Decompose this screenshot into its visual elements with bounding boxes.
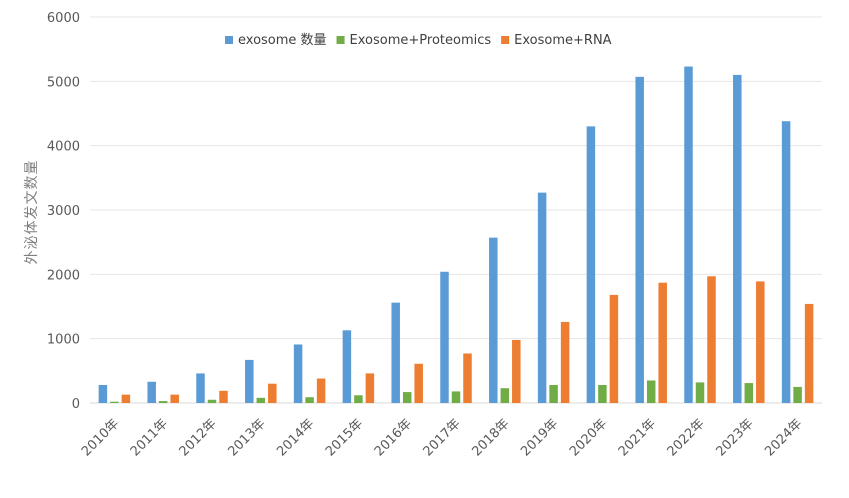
- bar-2-2023年: [744, 383, 754, 403]
- bar-1-2015年: [342, 330, 352, 403]
- bar-2-2012年: [207, 399, 217, 403]
- bar-2-2017年: [451, 391, 461, 403]
- bar-3-2022年: [707, 276, 716, 403]
- bar-2-2024年: [793, 386, 802, 403]
- x-tick-label: 2011年: [128, 416, 171, 459]
- legend-swatch: [336, 36, 345, 44]
- bar-series: [98, 66, 814, 404]
- legend-swatch: [501, 36, 510, 44]
- bar-1-2022年: [684, 66, 693, 403]
- x-tick-label: 2023年: [713, 416, 756, 459]
- bar-1-2011年: [147, 381, 156, 403]
- bar-3-2017年: [463, 353, 472, 403]
- legend-label: exosome 数量: [238, 33, 327, 48]
- y-tick-label: 3000: [47, 204, 80, 219]
- x-tick-label: 2022年: [665, 416, 708, 459]
- bar-2-2015年: [354, 395, 363, 403]
- bar-2-2020年: [598, 384, 607, 403]
- x-tick-label: 2015年: [323, 416, 366, 459]
- legend-swatch: [225, 36, 233, 44]
- y-axis-ticks: 0 1000 2000 3000 4000 5000 6000: [47, 11, 80, 412]
- bar-2-2016年: [402, 392, 412, 403]
- legend-label: Exosome+Proteomics: [350, 33, 492, 48]
- bar-1-2013年: [245, 359, 254, 403]
- bar-3-2014年: [316, 378, 326, 403]
- bar-2-2018年: [500, 388, 510, 403]
- bar-1-2018年: [489, 237, 498, 403]
- y-tick-label: 6000: [47, 11, 80, 26]
- gridlines: [90, 16, 822, 404]
- y-tick-label: 1000: [47, 333, 80, 348]
- bar-1-2020年: [586, 126, 596, 404]
- x-tick-label: 2020年: [567, 416, 610, 459]
- x-tick-label: 2021年: [616, 416, 659, 459]
- bar-1-2017年: [440, 271, 449, 403]
- bar-3-2021年: [658, 282, 667, 403]
- x-tick-label: 2024年: [762, 416, 805, 459]
- bar-1-2012年: [196, 373, 205, 403]
- x-tick-label: 2014年: [274, 416, 317, 459]
- bar-3-2019年: [560, 321, 570, 403]
- bar-1-2021年: [635, 76, 644, 403]
- x-tick-label: 2019年: [518, 416, 561, 459]
- bar-2-2010年: [110, 401, 119, 403]
- bar-3-2011年: [170, 394, 179, 403]
- bar-3-2024年: [804, 303, 814, 403]
- x-tick-label: 2010年: [79, 416, 122, 459]
- bar-3-2015年: [365, 373, 375, 403]
- bar-2-2013年: [256, 397, 266, 403]
- x-axis-ticks: 2010年 2011年 2012年 2013年 2014年 2015年 2016年 2017年…: [79, 416, 805, 459]
- x-tick-label: 2016年: [372, 416, 415, 459]
- bar-3-2020年: [609, 294, 619, 403]
- bar-1-2016年: [391, 302, 400, 403]
- bar-1-2019年: [537, 192, 547, 403]
- bar-1-2014年: [293, 344, 303, 403]
- x-tick-label: 2012年: [177, 416, 220, 459]
- bar-2-2022年: [695, 382, 705, 403]
- bar-2-2021年: [646, 380, 656, 403]
- legend-label: Exosome+RNA: [514, 33, 611, 48]
- y-tick-label: 5000: [47, 75, 80, 90]
- y-tick-label: 0: [72, 397, 80, 412]
- bar-2-2019年: [549, 384, 558, 403]
- bar-3-2013年: [268, 383, 277, 403]
- bar-1-2010年: [98, 384, 108, 403]
- bar-3-2018年: [512, 339, 521, 403]
- bar-1-2023年: [733, 74, 742, 404]
- legend: exosome 数量 Exosome+Proteomics Exosome+RNA: [225, 33, 612, 48]
- y-tick-label: 4000: [47, 140, 80, 155]
- y-tick-label: 2000: [47, 268, 80, 283]
- bar-3-2016年: [414, 363, 423, 403]
- x-tick-label: 2017年: [421, 416, 464, 459]
- bar-2-2011年: [158, 401, 168, 403]
- x-tick-label: 2013年: [225, 416, 268, 459]
- bar-1-2024年: [781, 121, 791, 403]
- bar-3-2023年: [756, 281, 765, 403]
- bar-2-2014年: [305, 397, 314, 403]
- bar-3-2012年: [219, 390, 228, 403]
- bar-3-2010年: [121, 394, 131, 403]
- y-axis-label: 外泌体发文数量: [24, 160, 40, 265]
- x-tick-label: 2018年: [469, 416, 512, 459]
